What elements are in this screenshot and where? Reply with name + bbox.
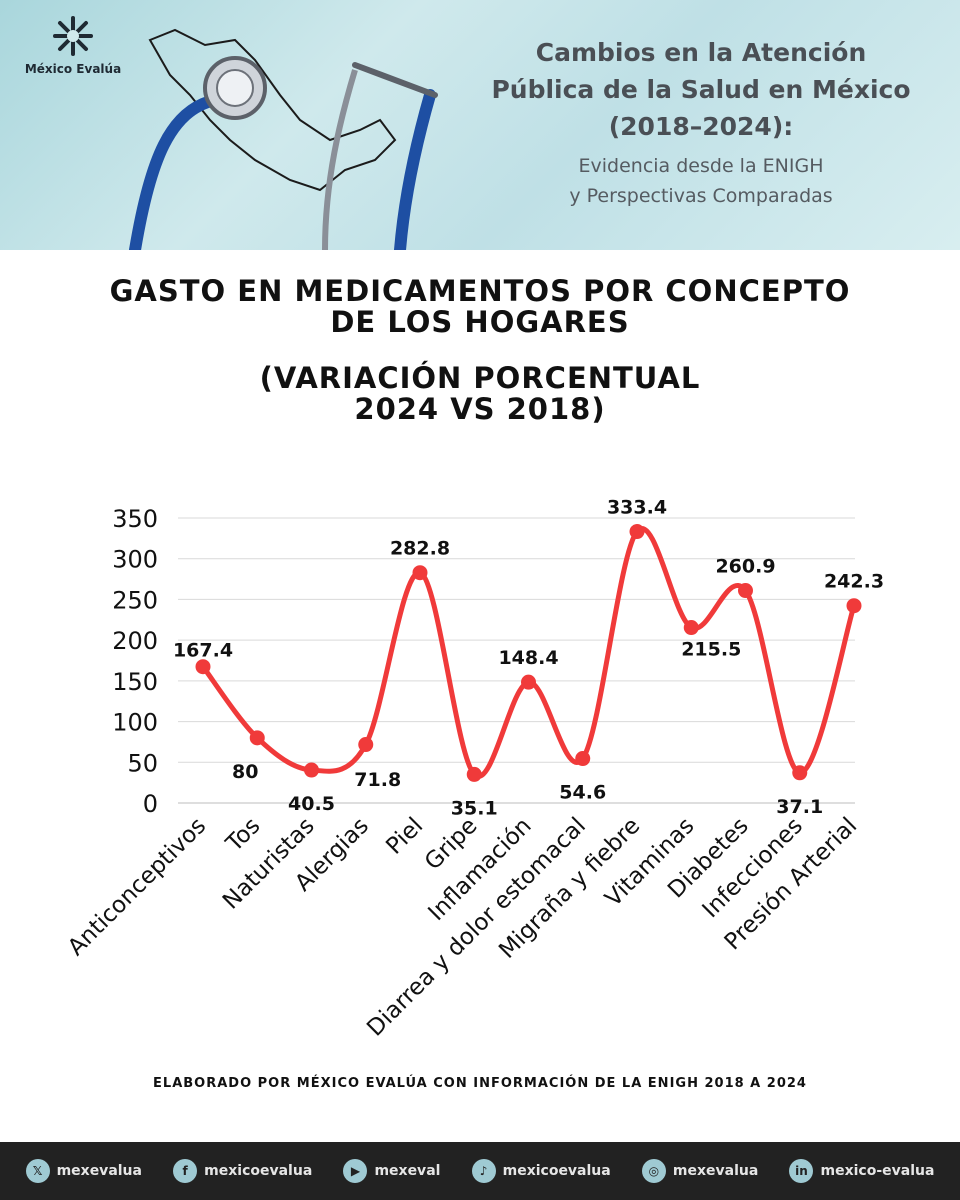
y-tick-label: 100 (112, 709, 158, 737)
x-tick-label: Piel (381, 813, 428, 860)
y-tick-label: 350 (112, 505, 158, 533)
data-label: 54.6 (559, 782, 606, 804)
x-tick-label: Tos (221, 813, 266, 858)
social-link-x[interactable]: 𝕏 mexevalua (25, 1159, 142, 1183)
social-handle: mexico-evalua (820, 1163, 935, 1179)
source-note: ELABORADO POR MÉXICO EVALÚA CON INFORMAC… (153, 1076, 807, 1091)
data-point (575, 751, 591, 767)
y-tick-label: 250 (112, 586, 158, 614)
data-point (466, 766, 482, 782)
social-link-instagram[interactable]: ◎ mexevalua (641, 1159, 759, 1183)
data-label: 35.1 (451, 797, 498, 819)
data-point (792, 765, 808, 781)
social-link-linkedin[interactable]: in mexico-evalua (789, 1159, 934, 1183)
x-icon: 𝕏 (25, 1159, 50, 1183)
data-point (629, 524, 645, 540)
social-handle: mexeval (374, 1163, 441, 1179)
chart-subtitle-line-1: (VARIACIÓN PORCENTUAL (259, 361, 701, 395)
data-label: 333.4 (607, 497, 667, 519)
banner-subtitle-line-2: y Perspectivas Comparadas (569, 185, 833, 207)
linkedin-icon: in (789, 1159, 814, 1183)
chart-title-line-1: GASTO EN MEDICAMENTOS POR CONCEPTO (109, 274, 851, 308)
chart-title: GASTO EN MEDICAMENTOS POR CONCEPTO DE LO… (0, 276, 960, 338)
series-line (201, 526, 857, 779)
social-handle: mexevalua (672, 1163, 759, 1179)
chart-subtitle: (VARIACIÓN PORCENTUAL 2024 VS 2018) (0, 363, 960, 425)
chart-subtitle-line-2: 2024 VS 2018) (354, 392, 606, 426)
y-tick-label: 0 (143, 790, 158, 818)
line-chart: 0 50 100 150 200 250 300 350 167.4 80 40.5 71.8 282.… (0, 470, 960, 1070)
chart-title-line-2: DE LOS HOGARES (330, 305, 630, 339)
header-banner: México Evalúa Cambios en la Atención Púb… (0, 0, 960, 250)
banner-title: Cambios en la Atención Pública de la Sal… (466, 34, 936, 211)
data-label: 167.4 (173, 640, 233, 662)
data-label: 37.1 (776, 796, 823, 818)
data-point (358, 737, 374, 753)
data-label: 80 (232, 761, 258, 783)
data-label: 40.5 (288, 793, 335, 815)
data-point (738, 583, 753, 599)
data-label: 71.8 (354, 769, 401, 791)
y-tick-label: 50 (127, 749, 158, 777)
instagram-icon: ◎ (641, 1159, 666, 1183)
social-link-tiktok[interactable]: ♪ mexicoevalua (471, 1159, 611, 1183)
youtube-icon: ▶ (343, 1159, 368, 1183)
data-point (521, 674, 536, 690)
tiktok-icon: ♪ (471, 1159, 496, 1183)
data-label: 148.4 (498, 647, 558, 669)
x-tick-label: Anticonceptivos (63, 813, 211, 961)
banner-subtitle-line-1: Evidencia desde la ENIGH (578, 155, 824, 177)
data-label: 260.9 (715, 556, 775, 578)
social-link-youtube[interactable]: ▶ mexeval (343, 1159, 440, 1183)
data-label: 282.8 (390, 538, 450, 560)
data-label: 215.5 (681, 639, 741, 661)
line-chart-svg: 0 50 100 150 200 250 300 350 167.4 80 40.5 71.8 282.… (63, 497, 884, 1042)
data-label: 242.3 (824, 571, 884, 593)
y-tick-label: 150 (112, 668, 158, 696)
y-tick-label: 300 (112, 546, 158, 574)
y-tick-label: 200 (112, 627, 158, 655)
social-handle: mexicoevalua (204, 1163, 313, 1179)
data-point (249, 730, 265, 746)
data-point (846, 598, 862, 614)
data-point (683, 620, 699, 636)
social-footer: 𝕏 mexevalua f mexicoevalua ▶ mexeval ♪ m… (0, 1142, 960, 1200)
data-point (412, 565, 428, 581)
stethoscope-map-illustration (129, 28, 438, 250)
social-link-facebook[interactable]: f mexicoevalua (173, 1159, 312, 1183)
banner-title-line-2: Pública de la Salud en México (491, 75, 911, 104)
banner-title-line-3: (2018–2024): (608, 112, 794, 141)
banner-title-line-1: Cambios en la Atención (535, 38, 867, 67)
logo-text: México Evalúa (24, 62, 122, 76)
logo-mark-icon (53, 16, 93, 56)
data-point (304, 762, 319, 778)
data-point (195, 659, 211, 675)
logo: México Evalúa (18, 14, 128, 76)
social-handle: mexicoevalua (502, 1163, 611, 1179)
facebook-icon: f (173, 1159, 198, 1183)
social-handle: mexevalua (56, 1163, 142, 1179)
